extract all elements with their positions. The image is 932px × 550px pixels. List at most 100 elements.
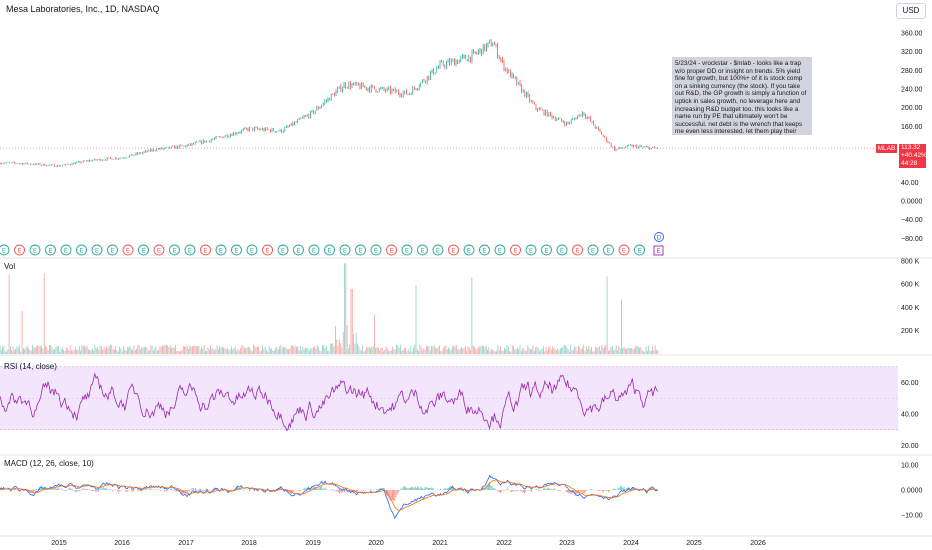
macd-label[interactable]: MACD (12, 26, close, 10) xyxy=(4,459,94,468)
rsi-band xyxy=(0,366,898,431)
volume-tick-label: 400 K xyxy=(901,305,920,312)
price-tick-label: 0.0000 xyxy=(901,199,923,206)
earnings-marker xyxy=(14,244,25,256)
x-axis-label: 2017 xyxy=(178,540,194,547)
earnings-marker xyxy=(262,244,273,256)
upcoming-earnings-marker xyxy=(653,245,664,256)
earnings-marker xyxy=(479,244,490,256)
earnings-marker xyxy=(494,244,506,256)
earnings-marker xyxy=(386,244,397,256)
earnings-marker xyxy=(432,244,444,256)
earnings-marker-text: E xyxy=(203,249,207,255)
earnings-marker xyxy=(60,244,72,256)
earnings-marker xyxy=(463,244,475,256)
price-series xyxy=(0,39,878,168)
x-axis-label: 2020 xyxy=(368,540,384,547)
dividend-marker-text: D xyxy=(657,236,662,242)
earnings-marker-text: E xyxy=(312,249,316,255)
earnings-marker xyxy=(76,244,87,256)
earnings-marker xyxy=(231,244,242,256)
volume-tick-label: 800 K xyxy=(901,259,920,266)
price-tick-label: 320.00 xyxy=(901,49,923,56)
earnings-marker-text: E xyxy=(560,249,564,255)
macd-series xyxy=(0,474,658,520)
upcoming-earnings-text: E xyxy=(656,249,660,255)
annotation-note[interactable]: 5/23/24 - vrockstar - $mlab - looks like… xyxy=(672,57,812,135)
earnings-marker-text: E xyxy=(79,249,83,255)
earnings-marker xyxy=(572,244,583,256)
x-axis-label: 2019 xyxy=(305,540,321,547)
rsi-label[interactable]: RSI (14, close) xyxy=(4,362,57,371)
price-tick-label: 240.00 xyxy=(901,87,923,94)
price-tick-label: −40.00 xyxy=(901,217,923,224)
x-axis-label: 2024 xyxy=(623,540,639,547)
macd-tick-label: 0.0000 xyxy=(901,488,923,495)
earnings-marker xyxy=(525,244,537,256)
volume-label[interactable]: Vol xyxy=(4,262,16,271)
earnings-marker-text: E xyxy=(126,249,130,255)
earnings-marker-text: E xyxy=(498,249,502,255)
earnings-marker-text: E xyxy=(420,249,424,255)
earnings-marker-text: E xyxy=(296,249,300,255)
earnings-marker-text: E xyxy=(622,249,626,255)
price-tick-label: −80.00 xyxy=(901,236,923,243)
earnings-marker xyxy=(0,244,10,256)
earnings-marker xyxy=(29,244,41,256)
volume-tick-label: 200 K xyxy=(901,328,920,335)
macd-tick-label: 10.00 xyxy=(901,463,919,470)
earnings-marker xyxy=(355,244,366,256)
macd-tick-label: −10.00 xyxy=(901,513,923,520)
earnings-marker-text: E xyxy=(265,249,269,255)
macd-signal-line xyxy=(0,479,658,511)
x-axis-label: 2025 xyxy=(686,540,702,547)
earnings-marker xyxy=(215,244,227,256)
earnings-marker-text: E xyxy=(606,249,610,255)
earnings-marker xyxy=(293,244,304,256)
earnings-marker-text: E xyxy=(637,249,641,255)
earnings-marker-text: E xyxy=(529,249,533,255)
earnings-marker xyxy=(324,244,335,256)
price-tag-symbol: MLAB xyxy=(876,144,897,153)
currency-selector[interactable]: USD xyxy=(896,3,926,19)
earnings-marker-text: E xyxy=(451,249,455,255)
price-tag-time: 44:28 xyxy=(901,160,918,167)
earnings-marker xyxy=(184,244,196,256)
x-axis-label: 2021 xyxy=(432,540,448,547)
earnings-marker-text: E xyxy=(234,249,238,255)
price-tag-price: 113.32 xyxy=(901,144,921,151)
earnings-marker-text: E xyxy=(48,249,52,255)
earnings-marker-text: E xyxy=(281,249,285,255)
earnings-marker-text: E xyxy=(327,249,331,255)
earnings-marker-text: E xyxy=(591,249,595,255)
earnings-marker xyxy=(339,244,351,256)
earnings-marker xyxy=(370,244,382,256)
earnings-marker xyxy=(634,244,645,256)
earnings-marker xyxy=(277,244,289,256)
earnings-marker-text: E xyxy=(544,249,548,255)
earnings-marker-text: E xyxy=(17,249,21,255)
earnings-marker xyxy=(91,244,103,256)
earnings-marker-text: E xyxy=(343,249,347,255)
earnings-marker xyxy=(603,244,614,256)
x-axis-label: 2018 xyxy=(241,540,257,547)
earnings-marker xyxy=(510,244,521,256)
rsi-line xyxy=(0,372,658,432)
earnings-marker-text: E xyxy=(33,249,37,255)
earnings-marker-text: E xyxy=(467,249,471,255)
earnings-marker xyxy=(45,244,56,256)
rsi-tick-label: 20.00 xyxy=(901,443,919,450)
earnings-marker-text: E xyxy=(2,249,6,255)
rsi-tick-label: 40.00 xyxy=(901,412,919,419)
earnings-marker xyxy=(308,244,320,256)
price-tag-change: +40.42% xyxy=(901,152,927,159)
dividend-marker xyxy=(654,232,664,242)
earnings-marker-text: E xyxy=(219,249,223,255)
x-axis-label: 2015 xyxy=(51,540,67,547)
volume-tick-label: 600 K xyxy=(901,282,920,289)
price-tick-label: 280.00 xyxy=(901,68,923,75)
chart-title: Mesa Laboratories, Inc., 1D, NASDAQ xyxy=(6,4,160,14)
macd-line xyxy=(0,474,658,520)
earnings-marker-text: E xyxy=(482,249,486,255)
